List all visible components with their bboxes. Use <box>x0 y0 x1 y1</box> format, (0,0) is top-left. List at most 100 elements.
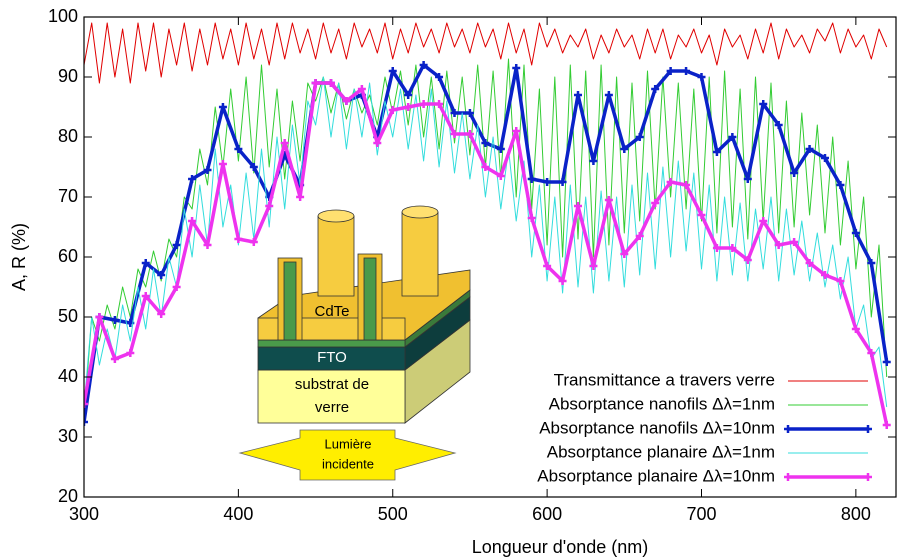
point-marker <box>435 73 444 81</box>
point-marker <box>604 196 613 204</box>
point-marker <box>157 310 166 318</box>
point-marker <box>95 313 104 321</box>
legend-label: Absorptance nanofils Δλ=1nm <box>549 394 775 413</box>
y-tick-label: 20 <box>58 486 78 506</box>
y-tick-label: 80 <box>58 126 78 146</box>
point-marker <box>218 103 227 111</box>
point-marker <box>296 193 305 201</box>
point-marker <box>836 181 845 189</box>
point-marker <box>728 133 737 141</box>
point-marker <box>666 67 675 75</box>
point-marker <box>867 349 876 357</box>
point-marker <box>543 178 552 186</box>
point-marker <box>126 349 135 357</box>
pillar-top <box>401 205 439 219</box>
point-marker <box>697 73 706 81</box>
annotation: Lumière <box>325 436 372 451</box>
point-marker <box>419 61 428 69</box>
point-marker <box>620 250 629 258</box>
y-tick-label: 40 <box>58 366 78 386</box>
series-line <box>84 22 888 84</box>
point-marker <box>481 139 490 147</box>
point-marker <box>712 244 721 252</box>
point-marker <box>651 85 660 93</box>
y-tick-label: 70 <box>58 186 78 206</box>
point-marker <box>326 79 335 87</box>
point-marker <box>141 259 150 267</box>
point-marker <box>573 91 582 99</box>
point-marker <box>820 154 829 162</box>
point-marker <box>172 241 181 249</box>
point-marker <box>573 202 582 210</box>
point-marker <box>249 238 258 246</box>
point-marker <box>867 259 876 267</box>
point-marker <box>234 145 243 153</box>
point-marker <box>404 91 413 99</box>
substrate <box>257 369 406 424</box>
legend-label: Absorptance planaire Δλ=10nm <box>537 466 775 485</box>
point-marker <box>774 121 783 129</box>
point-marker <box>419 100 428 108</box>
point-marker <box>836 277 845 285</box>
point-marker <box>373 139 382 147</box>
point-marker <box>280 139 289 147</box>
point-marker <box>512 64 521 72</box>
annotation: verre <box>315 399 349 416</box>
legend-label: Transmittance a travers verre <box>554 370 775 389</box>
point-marker <box>604 91 613 99</box>
point-marker <box>651 199 660 207</box>
point-marker <box>759 100 768 108</box>
point-marker <box>388 106 397 114</box>
point-marker <box>203 241 212 249</box>
point-marker <box>682 181 691 189</box>
point-marker <box>481 163 490 171</box>
x-tick-label: 600 <box>532 504 562 524</box>
point-marker <box>712 148 721 156</box>
pillar <box>401 211 439 297</box>
y-tick-label: 30 <box>58 426 78 446</box>
point-marker <box>110 355 119 363</box>
light-arrow <box>238 429 457 481</box>
y-axis-label: A, R (%) <box>9 223 29 291</box>
pillar <box>317 215 355 297</box>
point-marker <box>743 256 752 264</box>
y-tick-label: 60 <box>58 246 78 266</box>
point-marker <box>188 217 197 225</box>
annotation: CdTe <box>314 303 349 320</box>
point-marker <box>342 97 351 105</box>
point-marker <box>265 202 274 210</box>
point-marker <box>635 232 644 240</box>
point-marker <box>882 421 891 429</box>
legend-marker <box>864 425 872 433</box>
point-marker <box>790 169 799 177</box>
point-marker <box>558 277 567 285</box>
device-diagram: CdTe FTO substrat de verre Lumière incid… <box>238 205 471 481</box>
y-tick-label: 100 <box>48 6 78 26</box>
point-marker <box>543 262 552 270</box>
point-marker <box>635 133 644 141</box>
point-marker <box>697 211 706 219</box>
point-marker <box>404 103 413 111</box>
point-marker <box>249 163 258 171</box>
point-marker <box>728 244 737 252</box>
y-tick-label: 50 <box>58 306 78 326</box>
point-marker <box>496 172 505 180</box>
legend: Transmittance a travers verre Absorptance… <box>537 370 872 485</box>
point-marker <box>882 358 891 366</box>
pillar-top <box>317 209 355 223</box>
x-tick-label: 400 <box>223 504 253 524</box>
point-marker <box>620 145 629 153</box>
legend-label: Absorptance planaire Δλ=1nm <box>547 442 775 461</box>
point-marker <box>172 283 181 291</box>
point-marker <box>743 175 752 183</box>
x-tick-label: 500 <box>378 504 408 524</box>
point-marker <box>357 85 366 93</box>
point-marker <box>311 79 320 87</box>
nanowire <box>363 257 377 341</box>
point-marker <box>203 166 212 174</box>
annotation: FTO <box>317 349 347 366</box>
annotation: substrat de <box>295 376 369 393</box>
shell-layer <box>257 339 406 348</box>
point-marker <box>465 130 474 138</box>
